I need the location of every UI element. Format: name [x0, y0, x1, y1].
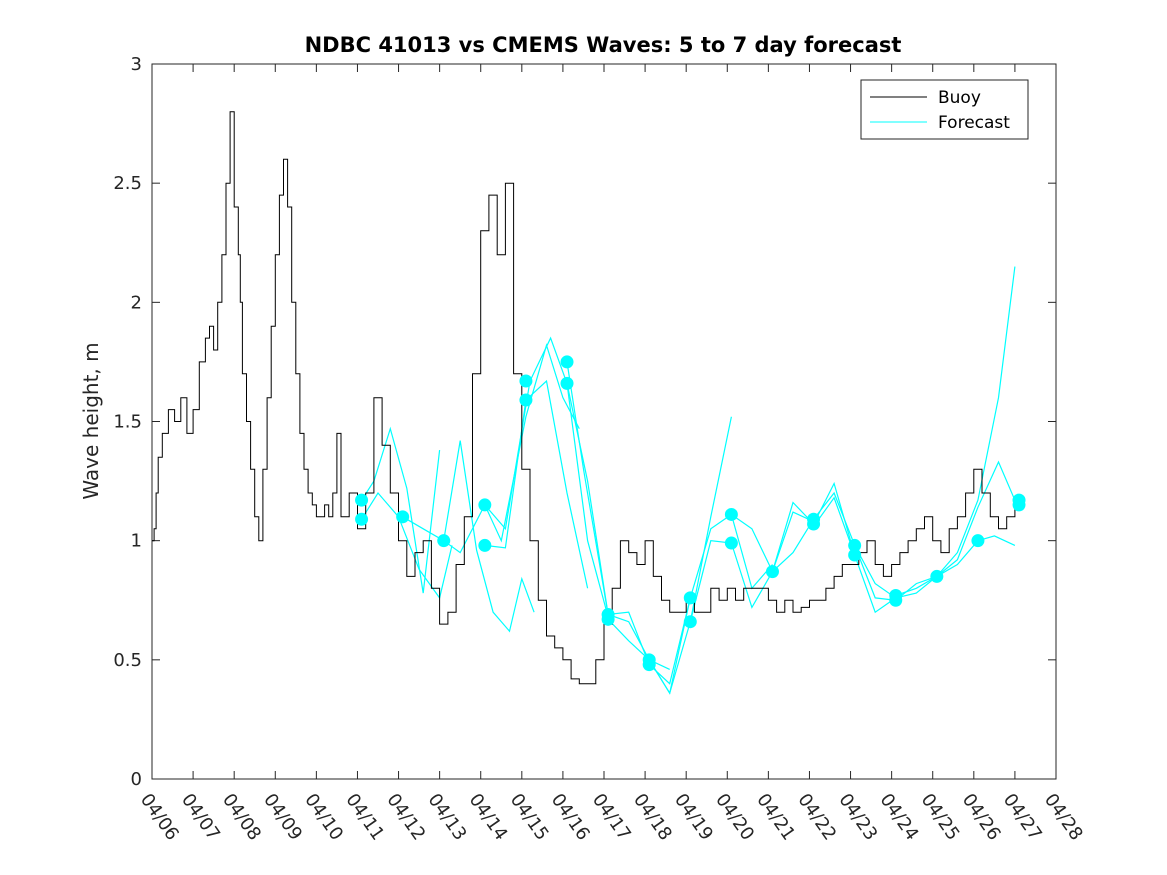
forecast-marker	[355, 493, 369, 507]
y-tick-label: 1	[131, 531, 142, 552]
x-tick-label: 04/19	[670, 790, 717, 845]
forecast-marker	[930, 569, 944, 583]
forecast-line	[689, 511, 814, 622]
y-tick-label: 3	[131, 54, 142, 75]
forecast-markers	[355, 355, 1026, 672]
x-tick-label: 04/24	[876, 790, 923, 845]
forecast-line	[402, 440, 535, 633]
legend-box	[860, 79, 1029, 140]
forecast-line	[772, 491, 897, 599]
x-tick-label: 04/10	[300, 790, 347, 845]
x-tick-label: 04/17	[588, 790, 635, 845]
y-tick-label: 2	[131, 292, 142, 313]
x-tick-label: 04/13	[424, 790, 471, 845]
forecast-marker	[765, 565, 779, 579]
x-tick-label: 04/25	[917, 790, 964, 845]
x-tick-label: 04/26	[958, 790, 1005, 845]
forecast-marker	[519, 393, 533, 407]
y-tick-label: 0.5	[113, 650, 142, 671]
legend: Buoy Forecast	[860, 79, 1029, 140]
x-tick-label: 04/11	[341, 790, 388, 845]
x-tick-label: 04/07	[177, 790, 224, 845]
forecast-marker	[848, 548, 862, 562]
forecast-marker	[971, 534, 985, 548]
forecast-marker	[478, 498, 492, 512]
forecast-marker	[478, 538, 492, 552]
forecast-marker	[355, 512, 369, 526]
x-tick-label: 04/14	[465, 790, 512, 845]
y-axis-label: Wave height, m	[79, 342, 103, 499]
x-tick-label: 04/12	[382, 790, 429, 845]
forecast-line	[566, 383, 691, 685]
x-tick-label: 04/18	[629, 790, 676, 845]
y-tick-label: 1.5	[113, 412, 142, 433]
forecast-marker	[807, 517, 821, 531]
x-tick-label: 04/28	[1040, 790, 1087, 845]
forecast-line	[361, 491, 453, 600]
x-tick-label: 04/09	[259, 790, 306, 845]
y-tick-label: 0	[131, 769, 142, 790]
x-tick-label: 04/27	[999, 790, 1046, 845]
x-tick-label: 04/21	[752, 790, 799, 845]
forecast-marker	[642, 658, 656, 672]
forecast-marker	[560, 376, 574, 390]
x-tick-label: 04/16	[547, 790, 594, 845]
forecast-line	[484, 336, 609, 618]
x-tick-label: 04/15	[506, 790, 553, 845]
forecast-marker	[683, 615, 697, 629]
forecast-line	[854, 540, 979, 601]
y-tick-label: 2.5	[113, 173, 142, 194]
forecast-marker	[724, 507, 738, 521]
forecast-marker	[848, 538, 862, 552]
x-tick-label: 04/06	[136, 790, 183, 845]
x-tick-label: 04/20	[711, 790, 758, 845]
forecast-line	[813, 496, 938, 614]
forecast-marker	[889, 593, 903, 607]
forecast-marker	[519, 374, 533, 388]
x-tick-label: 04/22	[793, 790, 840, 845]
legend-label-buoy: Buoy	[938, 88, 981, 108]
y-axis: 0 0.5 1 1.5 2 2.5 3	[113, 54, 1056, 790]
forecast-marker	[724, 536, 738, 550]
series-buoy	[152, 111, 1016, 685]
forecast-marker	[437, 534, 451, 548]
legend-label-forecast: Forecast	[938, 113, 1010, 133]
forecast-line	[361, 426, 441, 594]
forecast-marker	[683, 591, 697, 605]
forecast-line	[731, 481, 856, 574]
forecast-marker	[1012, 498, 1026, 512]
forecast-marker	[396, 510, 410, 524]
x-tick-label: 04/23	[834, 790, 881, 845]
forecast-marker	[601, 612, 615, 626]
buoy-line	[152, 111, 1016, 685]
forecast-line	[484, 379, 589, 589]
forecast-line	[936, 266, 1016, 577]
forecast-marker	[560, 355, 574, 369]
series-forecast	[361, 266, 1016, 695]
x-tick-label: 04/08	[218, 790, 265, 845]
chart-title: NDBC 41013 vs CMEMS Waves: 5 to 7 day fo…	[305, 33, 902, 57]
forecast-line	[895, 460, 1016, 597]
